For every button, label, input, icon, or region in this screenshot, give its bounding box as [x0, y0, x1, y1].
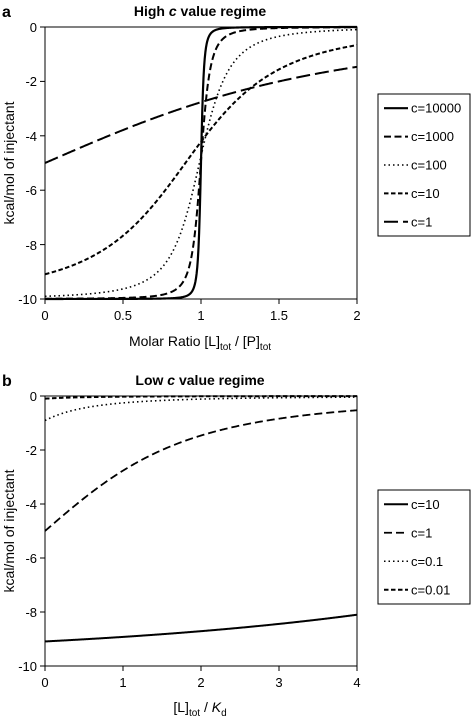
legend-label: c=10000 — [411, 101, 461, 116]
x-tick-label: 4 — [353, 675, 360, 690]
y-tick-label: -6 — [25, 551, 37, 566]
y-axis-label: kcal/mol of injectant — [1, 101, 17, 224]
legend-label: c=0.1 — [411, 554, 443, 569]
legend-label: c=10 — [411, 186, 440, 201]
x-tick-label: 0.5 — [114, 308, 132, 323]
x-tick-label: 3 — [275, 675, 282, 690]
y-tick-label: -4 — [25, 129, 37, 144]
x-tick-label: 1 — [197, 308, 204, 323]
plot-area — [44, 395, 358, 667]
series-group — [44, 395, 358, 643]
y-tick-label: -8 — [25, 238, 37, 253]
legend-label: c=1 — [411, 525, 432, 540]
y-tick-label: -8 — [25, 605, 37, 620]
x-tick-label: 0 — [41, 675, 48, 690]
x-tick-label: 0 — [41, 308, 48, 323]
x-tick-label: 1.5 — [270, 308, 288, 323]
legend-label: c=1000 — [411, 129, 454, 144]
x-tick-label: 2 — [353, 308, 360, 323]
series-line-c-0-01 — [44, 395, 358, 400]
series-line-c-10 — [44, 613, 358, 643]
chart-title: High c value regime — [134, 3, 267, 19]
y-tick-label: 0 — [30, 389, 37, 404]
legend-entries: c=10000 c=1000 c=100 c=10 c=1 — [384, 101, 461, 229]
panel-label: b — [2, 373, 12, 390]
y-tick-label: -6 — [25, 183, 37, 198]
series-line-c-1000 — [44, 26, 358, 300]
y-tick-label: -4 — [25, 497, 37, 512]
series-group — [44, 25, 358, 301]
panel-a: a High c value regime 0 -2 -4 -6 -8 -10 … — [1, 3, 471, 353]
y-tick-label: -10 — [18, 659, 37, 674]
legend-entries: c=10 c=1 c=0.1 c=0.01 — [384, 497, 450, 597]
y-tick-label: 0 — [30, 20, 37, 35]
legend-label: c=1 — [411, 214, 432, 229]
legend-label: c=100 — [411, 158, 447, 173]
chart-title: Low c value regime — [135, 372, 264, 388]
tick-marks — [40, 395, 358, 671]
y-tick-label: -2 — [25, 74, 37, 89]
legend-label: c=0.01 — [411, 582, 450, 597]
series-line-c-1 — [44, 65, 358, 164]
y-axis-label: kcal/mol of injectant — [1, 469, 17, 592]
legend — [377, 489, 471, 605]
x-axis-label: Molar Ratio [L]tot / [P]tot — [129, 333, 271, 353]
x-tick-label: 2 — [197, 675, 204, 690]
x-tick-label: 1 — [119, 675, 126, 690]
series-line-c-1 — [44, 409, 358, 532]
panel-label: a — [2, 4, 11, 21]
x-axis-label: [L]tot / Kd — [173, 699, 226, 719]
series-line-c-0-1 — [44, 396, 358, 422]
y-tick-label: -2 — [25, 443, 37, 458]
y-tick-label: -10 — [18, 292, 37, 307]
panel-b: b Low c value regime 0 -2 -4 -6 -8 -10 0… — [1, 372, 471, 719]
legend-label: c=10 — [411, 497, 440, 512]
series-line-c-10 — [44, 44, 358, 276]
